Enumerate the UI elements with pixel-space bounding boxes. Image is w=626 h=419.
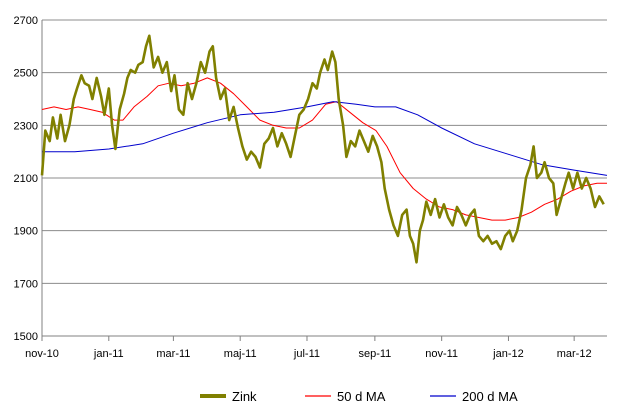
legend: Zink 50 d MA 200 d MA [200, 389, 518, 404]
legend-label: Zink [232, 389, 257, 404]
axes [41, 20, 607, 341]
x-tick-label: nov-10 [25, 348, 59, 360]
series-lines [40, 34, 608, 264]
y-tick-label: 2500 [14, 68, 38, 80]
x-tick-label: nov-11 [425, 348, 458, 360]
series-line-200-d-ma [42, 101, 608, 176]
legend-label: 50 d MA [337, 389, 386, 404]
x-tick-label: jan-12 [492, 348, 524, 360]
x-tick-label: jan-11 [93, 348, 124, 360]
y-tick-label: 1500 [14, 331, 38, 343]
y-tick-label: 1700 [14, 278, 38, 290]
y-tick-label: 2100 [14, 173, 38, 185]
y-tick-labels: 1500 1700 1900 2100 2300 2500 2700 [14, 15, 38, 343]
series-line-50-d-ma [41, 77, 607, 221]
series-line-zink [40, 34, 605, 264]
y-tick-label: 2300 [14, 120, 38, 132]
x-tick-label: mar-12 [557, 348, 592, 360]
y-tick-label: 1900 [14, 226, 38, 238]
x-tick-label: maj-11 [224, 348, 257, 360]
x-tick-label: sep-11 [358, 348, 391, 360]
gridlines [42, 19, 607, 284]
x-tick-label: mar-11 [156, 348, 190, 360]
legend-label: 200 d MA [462, 389, 518, 404]
y-tick-label: 2700 [14, 15, 38, 27]
x-tick-labels: nov-10 jan-11 mar-11 maj-11 jul-11 sep-11 nov-… [25, 348, 591, 360]
x-tick-label: jul-11 [293, 348, 320, 360]
